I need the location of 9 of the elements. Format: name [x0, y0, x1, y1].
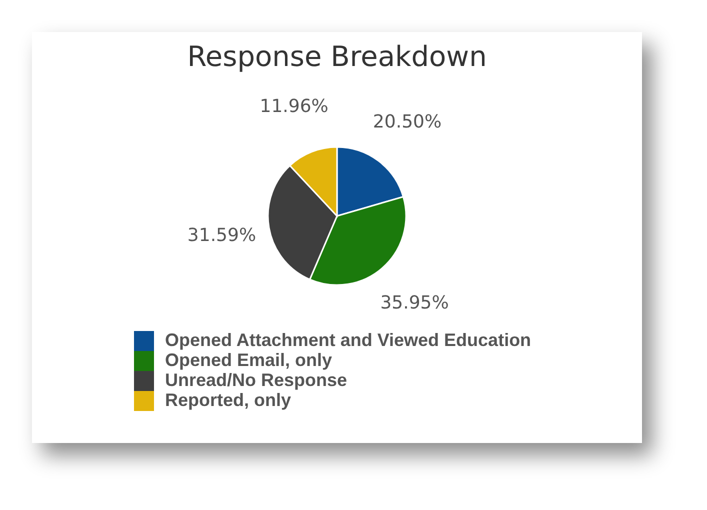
- data-label: 35.95%: [380, 292, 449, 314]
- legend-label: Opened Email, only: [165, 350, 332, 370]
- legend-label: Opened Attachment and Viewed Education: [165, 330, 532, 350]
- legend-label: Reported, only: [165, 390, 292, 410]
- data-label: 11.96%: [260, 96, 328, 118]
- data-label: 31.59%: [187, 225, 256, 246]
- chart-title: Response Breakdown: [187, 40, 487, 73]
- data-label: 20.50%: [372, 111, 442, 132]
- legend-label: Unread/No Response: [165, 370, 348, 390]
